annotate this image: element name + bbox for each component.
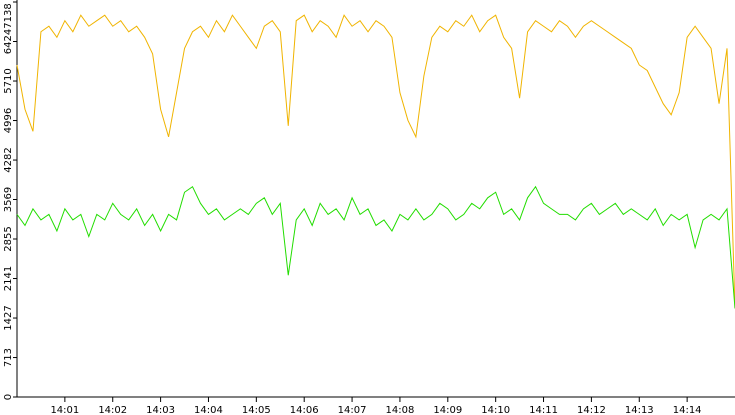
x-tick-label: 14:02 bbox=[98, 405, 127, 415]
y-tick-label: 0 bbox=[3, 394, 14, 400]
y-tick-label: 4996 bbox=[3, 108, 14, 133]
y-tick-label: 2141 bbox=[3, 266, 14, 291]
x-tick-label: 14:14 bbox=[673, 405, 702, 415]
x-tick-label: 14:07 bbox=[338, 405, 367, 415]
y-tick-label: 3569 bbox=[3, 187, 14, 212]
x-tick-label: 14:13 bbox=[625, 405, 654, 415]
x-tick-label: 14:08 bbox=[386, 405, 415, 415]
y-tick-label: 5710 bbox=[3, 68, 14, 93]
series-line bbox=[16, 185, 735, 309]
series-line bbox=[16, 14, 735, 309]
x-tick-label: 14:01 bbox=[50, 405, 79, 415]
x-tick-label: 14:05 bbox=[242, 405, 271, 415]
y-tick-label: 1427 bbox=[3, 305, 14, 330]
x-tick-label: 14:04 bbox=[194, 405, 223, 415]
y-tick-label: 7138 bbox=[3, 3, 14, 28]
y-tick-label: 6424 bbox=[3, 29, 14, 54]
x-tick-label: 14:11 bbox=[529, 405, 558, 415]
x-tick-label: 14:09 bbox=[433, 405, 462, 415]
y-tick-label: 4282 bbox=[3, 147, 14, 172]
x-tick-label: 14:12 bbox=[577, 405, 606, 415]
x-tick-label: 14:10 bbox=[481, 405, 510, 415]
x-tick-label: 14:06 bbox=[290, 405, 319, 415]
y-tick-label: 713 bbox=[3, 348, 14, 367]
x-tick-label: 14:03 bbox=[146, 405, 175, 415]
y-tick-label: 2855 bbox=[3, 226, 14, 251]
